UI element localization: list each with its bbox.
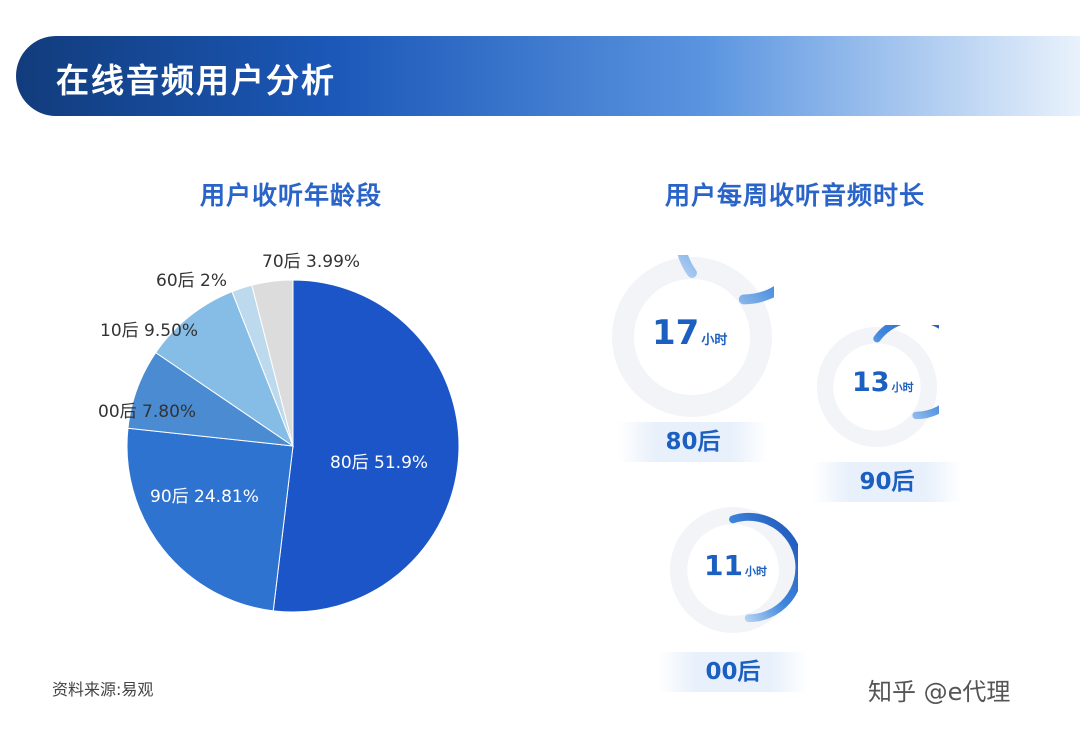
ring-gauge-graphic [817,325,939,447]
ring-unit: 小时 [891,381,914,394]
pie-slice [251,279,294,447]
ring-gauge-80s: 17 小时 [610,255,774,419]
ring-unit: 小时 [744,565,767,578]
header-banner: 在线音频用户分析 [16,36,1080,116]
ring-number: 11 [704,549,743,582]
pie-labels: 80后 51.9% 90后 24.81% 00后 7.80% 10后 9.50% 60后… [98,252,428,507]
page-title: 在线音频用户分析 [56,61,336,100]
ring-inner [687,524,779,616]
pie-slice [126,427,294,612]
pie-slice-label: 90后 24.81% [150,487,259,507]
weekly-hours-title: 用户每周收听音频时长 [665,181,926,210]
data-source: 资料来源:易观 [52,680,154,699]
ring-unit: 小时 [701,333,728,348]
ring-arc [729,512,798,623]
pie-slice [272,279,460,613]
ring-number: 17 [652,313,700,353]
gen-label-90s: 90后 [812,462,962,502]
pie-slice-label: 80后 51.9% [330,453,428,473]
ring-inner [833,343,921,431]
ring-gauge-graphic [612,255,774,417]
ring-inner [633,278,751,396]
ring-gauge-graphic [670,507,798,633]
pie-slices [126,279,460,613]
gen-label-80s: 80后 [618,422,768,462]
pie-slice-label: 00后 7.80% [98,402,196,422]
ring-gauge-90s: 13 小时 [815,325,939,449]
pie-slice [155,290,295,448]
gen-label-00s: 00后 [658,652,808,692]
pie-slice-label: 10后 9.50% [100,321,198,341]
author-credit: 知乎 @e代理 [868,678,1011,706]
pie-slice-label: 70后 3.99% [262,252,360,272]
ring-value-80s: 17 小时 [652,313,727,353]
ring-value-90s: 13 小时 [852,367,914,398]
ring-value-00s: 11 小时 [704,549,767,582]
pie-chart-title: 用户收听年龄段 [200,181,383,210]
pie-slice-label: 60后 2% [156,271,227,291]
ring-number: 13 [852,367,890,398]
ring-gauge-00s: 11 小时 [668,505,798,635]
